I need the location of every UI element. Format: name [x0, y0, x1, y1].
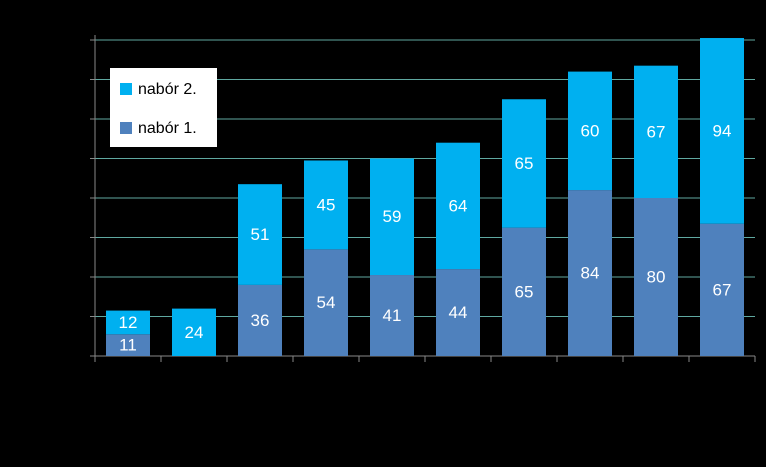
- bar: [106, 310, 150, 335]
- bar: [568, 71, 612, 191]
- value-label: 59: [383, 207, 402, 226]
- bar: [304, 249, 348, 356]
- value-label: 84: [581, 264, 600, 283]
- bar: [370, 158, 414, 276]
- value-label: 65: [515, 154, 534, 173]
- value-label: 60: [581, 121, 600, 140]
- legend-swatch: [120, 83, 132, 95]
- value-label: 80: [647, 267, 666, 286]
- value-label: 65: [515, 282, 534, 301]
- bar: [502, 227, 546, 356]
- value-label: 24: [185, 323, 204, 342]
- value-label: 51: [251, 225, 270, 244]
- value-label: 45: [317, 195, 336, 214]
- bar: [436, 142, 480, 270]
- value-label: 67: [713, 280, 732, 299]
- value-label: 41: [383, 306, 402, 325]
- bar: [304, 160, 348, 250]
- legend-label: nabór 2.: [138, 81, 197, 98]
- value-label: 67: [647, 122, 666, 141]
- bar: [502, 99, 546, 228]
- bar: [700, 38, 744, 224]
- value-label: 11: [119, 336, 137, 355]
- legend-swatch: [120, 122, 132, 134]
- bar: [436, 269, 480, 356]
- value-label: 36: [251, 311, 270, 330]
- bar: [238, 284, 282, 356]
- value-label: 44: [449, 303, 468, 322]
- bar: [568, 190, 612, 356]
- bar: [106, 334, 150, 356]
- bar: [370, 275, 414, 356]
- bar: [634, 65, 678, 198]
- legend-label: nabór 1.: [138, 120, 197, 137]
- value-label: 54: [317, 293, 336, 312]
- value-label: 64: [449, 196, 468, 215]
- bar: [700, 223, 744, 356]
- value-label: 94: [713, 121, 732, 140]
- bar: [238, 184, 282, 285]
- bar: [172, 308, 216, 356]
- bar: [634, 198, 678, 356]
- value-label: 12: [119, 313, 138, 332]
